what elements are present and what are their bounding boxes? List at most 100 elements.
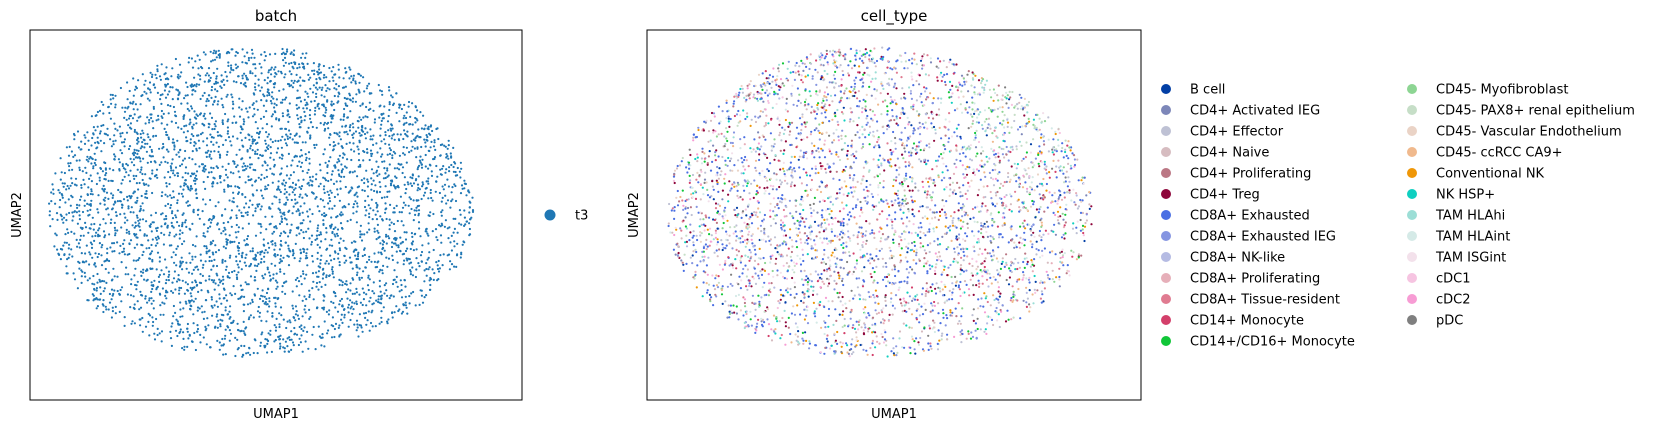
batch-point <box>256 127 259 130</box>
cell-type-point <box>1076 220 1079 223</box>
batch-point <box>207 74 210 77</box>
batch-point <box>265 131 268 134</box>
cell-type-point <box>874 97 877 100</box>
batch-point <box>253 338 256 341</box>
cell-type-point <box>801 199 805 202</box>
batch-point <box>190 187 194 190</box>
cell-type-point <box>1036 173 1040 176</box>
cell-type-point <box>781 82 784 85</box>
batch-point <box>304 340 307 343</box>
batch-point <box>259 208 262 211</box>
batch-point <box>228 234 231 237</box>
batch-point <box>72 272 75 275</box>
batch-point <box>296 67 299 70</box>
cell-type-point <box>773 142 776 146</box>
batch-point <box>221 165 224 168</box>
batch-point <box>178 289 181 292</box>
batch-point <box>226 120 229 123</box>
batch-point <box>210 259 213 262</box>
batch-point <box>166 77 169 80</box>
batch-point <box>202 180 205 184</box>
batch-point <box>166 225 169 229</box>
batch-point <box>125 118 128 121</box>
batch-point <box>126 195 129 198</box>
batch-point <box>390 129 393 132</box>
batch-point <box>264 185 267 188</box>
batch-point <box>423 269 426 272</box>
batch-point <box>86 193 89 197</box>
batch-point <box>251 142 254 145</box>
cell-type-point <box>768 282 771 285</box>
batch-point <box>225 243 228 246</box>
batch-point <box>198 58 201 61</box>
batch-point <box>186 130 189 133</box>
batch-point <box>274 242 277 245</box>
batch-point <box>235 214 238 217</box>
batch-point <box>439 234 443 237</box>
batch-point <box>120 182 123 185</box>
batch-point <box>273 86 276 89</box>
batch-point <box>94 129 97 132</box>
batch-point <box>221 119 224 122</box>
cell-type-point <box>898 286 901 289</box>
cell-type-point <box>954 307 957 310</box>
batch-point <box>164 160 167 163</box>
batch-point <box>93 287 96 291</box>
batch-point <box>279 190 282 194</box>
batch-point <box>214 88 217 91</box>
batch-point <box>470 216 473 219</box>
cell-type-point <box>720 239 723 242</box>
batch-point <box>195 178 198 181</box>
batch-point <box>207 227 210 230</box>
batch-point <box>169 104 172 108</box>
batch-point <box>270 350 273 353</box>
batch-point <box>340 145 343 148</box>
batch-point <box>203 91 206 95</box>
batch-point <box>291 341 295 344</box>
batch-point <box>292 67 295 70</box>
batch-point <box>451 186 454 189</box>
cell-type-point <box>767 77 770 80</box>
cell-type-point <box>768 192 771 195</box>
batch-point <box>322 306 326 309</box>
batch-point <box>170 120 173 123</box>
cell-type-point <box>1075 258 1078 261</box>
batch-point <box>278 198 281 201</box>
cell-type-point <box>882 200 885 203</box>
batch-point <box>259 178 263 181</box>
batch-point <box>387 114 390 118</box>
batch-point <box>104 234 107 237</box>
batch-point <box>94 158 97 161</box>
batch-point <box>218 341 221 344</box>
batch-point <box>137 219 140 222</box>
batch-point <box>196 324 199 327</box>
batch-point <box>295 73 298 76</box>
batch-point <box>287 247 290 250</box>
batch-point <box>305 230 308 233</box>
batch-point <box>126 219 129 222</box>
batch-point <box>345 259 348 262</box>
batch-point <box>288 115 291 119</box>
cell-type-point <box>720 132 723 135</box>
batch-point <box>404 192 407 195</box>
cell-type-point <box>913 298 917 301</box>
batch-point <box>203 170 206 173</box>
batch-point <box>392 133 395 136</box>
batch-point <box>292 188 296 191</box>
batch-point <box>284 241 287 244</box>
batch-point <box>447 237 450 240</box>
batch-point <box>274 279 277 282</box>
batch-point <box>325 231 328 234</box>
batch-point <box>230 66 233 70</box>
batch-point <box>183 292 186 295</box>
batch-point <box>120 152 124 155</box>
batch-point <box>75 184 78 187</box>
batch-point <box>328 274 331 277</box>
batch-point <box>331 270 334 273</box>
batch-point <box>375 218 379 221</box>
batch-point <box>223 190 226 193</box>
batch-point <box>266 268 269 271</box>
cell-type-point <box>828 150 832 153</box>
batch-point <box>364 214 367 217</box>
batch-point <box>149 223 152 226</box>
